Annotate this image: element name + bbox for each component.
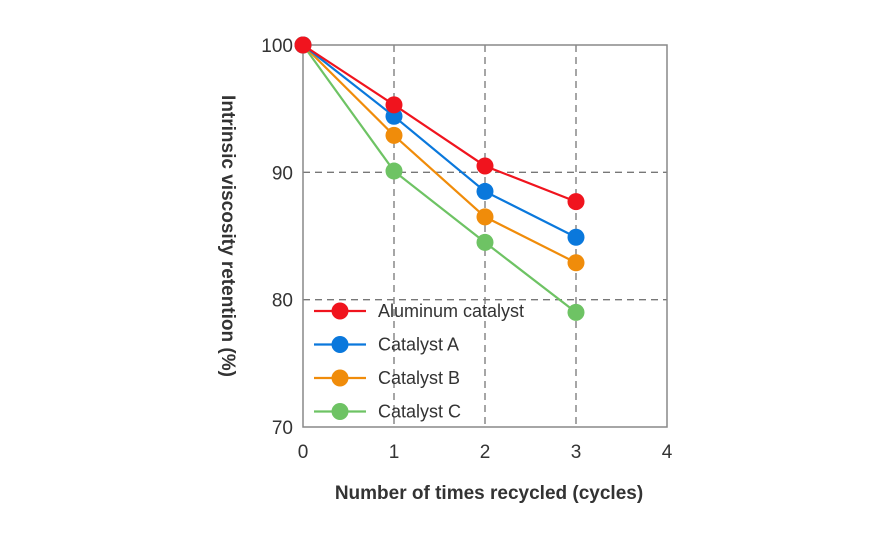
legend-label: Catalyst B (378, 368, 460, 388)
x-tick-label: 0 (298, 442, 309, 463)
legend-item: Catalyst B (314, 368, 460, 388)
series-group (294, 36, 585, 321)
legend-marker (331, 336, 349, 353)
y-tick-label: 80 (272, 291, 293, 312)
series-aluminum-catalyst (294, 36, 585, 211)
data-point (567, 303, 585, 321)
x-tick-label: 3 (571, 442, 582, 463)
legend-label: Catalyst C (378, 402, 461, 422)
y-tick-label: 70 (272, 418, 293, 439)
data-point (567, 254, 585, 272)
data-point (385, 126, 403, 144)
legend-item: Aluminum catalyst (314, 301, 524, 321)
x-tick-label: 2 (480, 442, 491, 463)
plot-frame (302, 44, 668, 428)
legend-item: Catalyst A (314, 335, 459, 355)
legend-item: Catalyst C (314, 402, 461, 422)
series-line (302, 44, 577, 264)
series-catalyst-c (294, 36, 585, 321)
series-line (302, 44, 577, 203)
legend-label: Catalyst A (378, 335, 459, 355)
data-point (476, 208, 494, 226)
data-point (476, 157, 494, 175)
x-tick-label: 1 (389, 442, 400, 463)
tick-labels: 0 1 2 3 4 70 80 90 100 (261, 36, 672, 463)
legend: Aluminum catalyst Catalyst A Catalyst B Cat… (314, 301, 524, 422)
legend-marker (331, 369, 349, 387)
y-axis-label: Intrinsic viscosity retention (%) (217, 95, 238, 377)
data-point (385, 96, 403, 114)
data-point (567, 228, 585, 246)
data-point (385, 162, 403, 180)
legend-label: Aluminum catalyst (378, 301, 524, 321)
y-tick-label: 90 (272, 163, 293, 184)
data-point (567, 193, 585, 211)
data-point (476, 182, 494, 200)
legend-marker (331, 403, 349, 420)
series-line (302, 44, 577, 239)
data-point (294, 36, 312, 54)
legend-marker (331, 302, 349, 320)
y-tick-label: 100 (261, 36, 293, 57)
data-point (476, 233, 494, 251)
series-line (302, 44, 577, 314)
x-tick-label: 4 (662, 442, 673, 463)
x-axis-label: Number of times recycled (cycles) (335, 483, 643, 504)
